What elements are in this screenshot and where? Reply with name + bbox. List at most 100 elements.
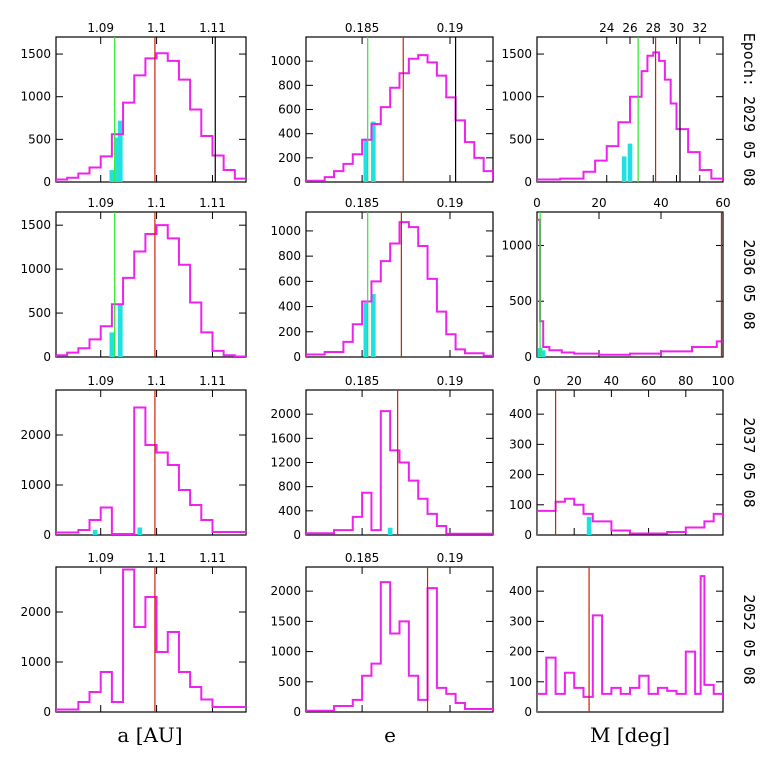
magenta-histogram [56, 52, 246, 182]
y-tick-label: 800 [278, 480, 301, 494]
x-tick-label: 0.185 [345, 374, 379, 388]
x-tick-label: 1.11 [199, 196, 226, 210]
y-tick-label: 500 [509, 294, 532, 308]
x-tick-label: 26 [622, 21, 637, 35]
y-tick-label: 200 [509, 645, 532, 659]
panel-frame [536, 389, 724, 536]
x-tick-label: 0.185 [345, 21, 379, 35]
x-tick-label: 1.09 [87, 21, 114, 35]
panel-frame [55, 389, 247, 536]
cyan-bar [109, 170, 115, 182]
x-tick-label: 1.09 [87, 551, 114, 565]
y-tick-label: 100 [509, 498, 532, 512]
x-tick-label: 0.185 [345, 551, 379, 565]
cyan-bar [115, 137, 120, 182]
x-tick-label: 0.19 [437, 374, 464, 388]
x-tick-label: 1.09 [87, 196, 114, 210]
y-tick-label: 600 [278, 103, 301, 117]
magenta-histogram [537, 575, 723, 712]
y-tick-label: 1600 [270, 431, 301, 445]
panel-frame [536, 566, 724, 713]
x-tick-label: 60 [715, 196, 730, 210]
epoch-label: 2052 05 08 [740, 594, 758, 684]
panel-frame [55, 211, 247, 358]
y-tick-label: 0 [43, 705, 51, 719]
y-tick-label: 400 [278, 127, 301, 141]
panel-frame [305, 566, 494, 713]
magenta-histogram [537, 51, 723, 182]
epoch-label: 2036 05 08 [740, 239, 758, 329]
x-tick-label: 1.1 [147, 374, 166, 388]
panel-frame [305, 211, 494, 358]
y-tick-label: 1000 [270, 54, 301, 68]
y-tick-label: 2000 [20, 605, 51, 619]
cyan-bar [387, 527, 393, 535]
y-tick-label: 0 [43, 350, 51, 364]
x-tick-label: 0.19 [437, 21, 464, 35]
x-tick-label: 0.185 [345, 196, 379, 210]
cyan-bar [363, 302, 369, 357]
magenta-histogram [306, 221, 493, 357]
x-tick-label: 1.11 [199, 21, 226, 35]
x-tick-label: 40 [604, 374, 619, 388]
y-tick-label: 1000 [501, 238, 532, 252]
magenta-histogram [56, 224, 246, 357]
magenta-histogram [306, 410, 493, 535]
y-tick-label: 200 [278, 325, 301, 339]
cyan-bar [621, 156, 627, 182]
y-tick-label: 100 [509, 675, 532, 689]
x-tick-label: 0.19 [437, 196, 464, 210]
y-tick-label: 1200 [270, 456, 301, 470]
magenta-histogram [56, 406, 246, 535]
cyan-bar [92, 530, 98, 535]
x-tick-label: 60 [641, 374, 656, 388]
cyan-bar [109, 332, 115, 357]
y-tick-label: 0 [524, 705, 532, 719]
y-tick-label: 1000 [20, 90, 51, 104]
x-axis-title: M [deg] [590, 723, 670, 747]
cyan-bar [137, 527, 143, 535]
y-tick-label: 0 [293, 350, 301, 364]
y-tick-label: 600 [278, 274, 301, 288]
x-tick-label: 100 [712, 374, 735, 388]
x-tick-label: 1.11 [199, 551, 226, 565]
x-tick-label: 20 [567, 374, 582, 388]
cyan-bar [586, 516, 592, 535]
x-tick-label: 0.19 [437, 551, 464, 565]
cyan-bar [370, 293, 376, 357]
panel-frame [55, 566, 247, 713]
panel-frame [536, 211, 724, 358]
x-axis-title: e [384, 723, 396, 747]
y-tick-label: 0 [43, 175, 51, 189]
y-tick-label: 1000 [20, 262, 51, 276]
x-tick-label: 1.1 [147, 21, 166, 35]
cyan-bar [370, 121, 376, 182]
y-tick-label: 500 [28, 306, 51, 320]
y-tick-label: 0 [524, 175, 532, 189]
epoch-label: 2037 05 08 [740, 417, 758, 507]
x-tick-label: 80 [678, 374, 693, 388]
epoch-label: Epoch: 2029 05 08 [740, 33, 758, 187]
panel-frame [55, 36, 247, 183]
y-tick-label: 1000 [20, 478, 51, 492]
panel-frame [305, 36, 494, 183]
y-tick-label: 0 [43, 528, 51, 542]
y-tick-label: 2000 [270, 407, 301, 421]
y-tick-label: 200 [278, 151, 301, 165]
magenta-histogram [537, 218, 723, 357]
y-tick-label: 500 [278, 675, 301, 689]
cyan-bar [540, 350, 546, 357]
magenta-histogram [306, 54, 493, 182]
y-tick-label: 400 [509, 407, 532, 421]
cyan-bar [363, 138, 369, 182]
x-tick-label: 0 [533, 196, 541, 210]
y-tick-label: 400 [278, 300, 301, 314]
y-tick-label: 0 [293, 705, 301, 719]
x-axis-title: a [AU] [117, 723, 182, 747]
magenta-histogram [56, 568, 246, 712]
x-tick-label: 1.1 [147, 196, 166, 210]
y-tick-label: 300 [509, 614, 532, 628]
x-tick-label: 1.11 [199, 374, 226, 388]
cyan-bar [627, 143, 633, 182]
